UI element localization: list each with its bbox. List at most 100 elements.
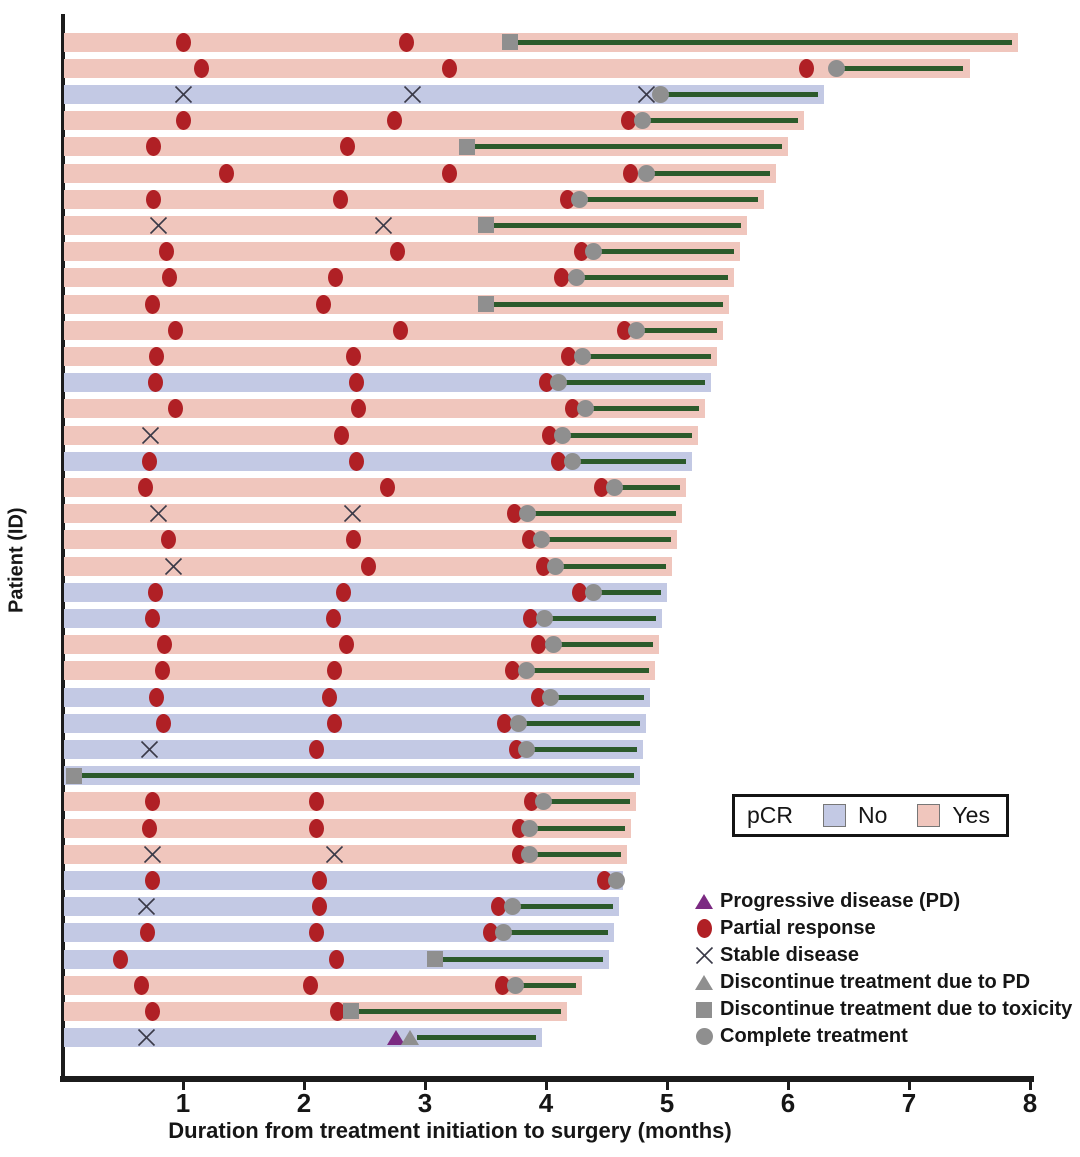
patient-bar [64,84,825,104]
partial-response-marker [312,870,328,890]
partial-response-marker [160,530,176,550]
stable-disease-marker [174,85,193,104]
complete-treatment-marker [652,85,670,103]
pcr-legend: pCR No Yes [732,794,1009,837]
discontinue-toxicity-marker [477,217,494,234]
partial-response-marker [538,373,554,393]
partial-response-marker [340,137,356,157]
partial-response-marker [348,451,364,471]
patient-bar [64,792,636,812]
partial-response-marker [379,477,395,497]
sd-legend-icon [688,942,720,969]
partial-response-marker [315,294,331,314]
complete-treatment-marker [634,112,652,130]
x-axis-tick [181,1080,185,1090]
partial-response-marker [561,346,577,366]
complete-treatment-marker [509,714,527,732]
complete-treatment-marker [536,609,554,627]
partial-response-marker [327,268,343,288]
dpd-legend-icon [688,969,720,996]
partial-response-marker [148,346,164,366]
partial-response-marker [332,189,348,209]
patient-bar [64,870,624,890]
partial-response-marker [312,897,328,917]
partial-response-marker [482,923,498,943]
complete-treatment-marker [573,347,591,365]
discontinue-toxicity-marker [426,951,443,967]
patient-bar [64,399,705,419]
patient-bar [64,818,631,838]
patient-bar [64,425,699,445]
patient-bar [64,163,776,183]
partial-response-marker [507,504,523,524]
partial-response-marker [565,399,581,419]
y-axis-line [61,14,65,1082]
partial-response-marker [336,582,352,602]
surgery-duration-line [533,746,637,752]
complete-treatment-marker [584,243,602,261]
surgery-duration-line [550,799,630,805]
partial-response-marker [623,163,639,183]
complete-treatment-marker [535,793,553,811]
partial-response-marker [148,687,164,707]
patient-bar [64,1001,567,1021]
surgery-duration-line [474,144,782,150]
marker-legend-label: Progressive disease (PD) [720,890,961,912]
x-axis-tick-label: 8 [1022,1088,1038,1118]
partial-response-marker [504,661,520,681]
discontinue-toxicity-marker [477,296,494,312]
complete-treatment-marker [827,59,845,77]
partial-response-marker [399,32,415,52]
surgery-duration-line [653,170,770,176]
x-icon [637,85,655,103]
pcr-label-yes: Yes [952,802,990,828]
surgery-duration-line [522,982,577,988]
surgery-duration-line [492,222,741,228]
patient-bar [64,189,764,209]
patient-bar [64,923,614,943]
surgery-duration-line [600,589,661,595]
complete-treatment-marker [495,924,513,942]
partial-response-marker [146,137,162,157]
marker-legend-item: Discontinue treatment due to PD [688,969,1072,996]
partial-response-marker [572,582,588,602]
partial-response-marker [329,949,345,969]
complete-treatment-marker [503,898,521,916]
stable-disease-marker [637,85,656,104]
marker-legend-label: Complete treatment [720,1025,908,1047]
x-icon [325,845,343,863]
partial-response-marker [145,1001,161,1021]
partial-response-marker [348,373,364,393]
marker-legend-label: Stable disease [720,944,859,966]
marker-legend-item: Progressive disease (PD) [688,888,1072,915]
x-axis-title: Duration from treatment initiation to su… [168,1118,732,1143]
partial-response-marker [321,687,337,707]
partial-response-marker [346,346,362,366]
partial-response-marker [531,635,547,655]
surgery-duration-line [551,615,657,621]
partial-response-marker [542,425,558,445]
x-icon [164,557,182,575]
progressive-disease-marker [386,1030,405,1046]
patient-bar [64,451,693,471]
partial-response-marker [308,792,324,812]
partial-response-marker [798,58,814,78]
partial-response-marker [140,923,156,943]
partial-response-marker [141,818,157,838]
pcr-swatch-no [823,804,847,827]
patient-bar [64,844,628,864]
complete-treatment-marker [554,426,572,444]
patient-bar [64,1028,543,1048]
partial-response-marker [441,163,457,183]
y-axis-title: Patient (ID) [5,507,28,613]
patient-bar [64,58,970,78]
discontinue-toxicity-marker [501,34,518,50]
stable-disease-marker [343,504,362,523]
x-axis-line [60,1076,1034,1082]
partial-response-marker [134,975,150,995]
complete-treatment-marker [549,374,567,392]
discontinue-pd-marker [695,975,713,990]
surgery-duration-line [516,39,1012,45]
partial-response-marker [145,294,161,314]
x-icon [150,216,168,234]
